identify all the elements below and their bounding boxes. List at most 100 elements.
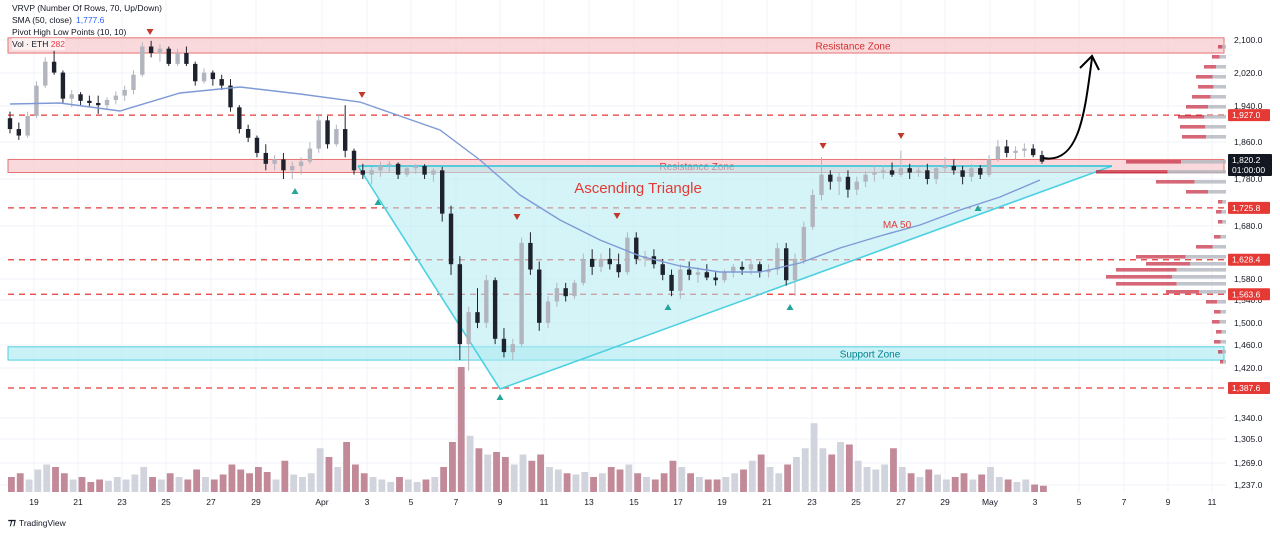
candle-body-97 — [863, 174, 868, 182]
vrvp-row-grey-2 — [1194, 180, 1226, 184]
legend-pivot[interactable]: Pivot High Low Points (10, 10) — [12, 27, 127, 37]
volume-bar-55 — [493, 452, 500, 492]
vrvp-row-grey-1 — [1167, 170, 1226, 174]
volume-bar-23 — [210, 479, 218, 492]
volume-bar-6 — [60, 473, 68, 492]
volume-bar-88 — [784, 464, 792, 492]
vrvp-row-red-0 — [1126, 160, 1181, 164]
vrvp-row-red-5 — [1216, 210, 1222, 214]
legend-vrvp[interactable]: VRVP (Number Of Rows, 70, Up/Down) — [12, 3, 162, 13]
candle-body-21 — [193, 63, 198, 82]
legend-sma[interactable]: SMA (50, close) 1,777.6 — [12, 14, 162, 26]
pivot-low-marker-3 — [664, 304, 672, 310]
volume-bar-48 — [431, 477, 439, 492]
candle-body-70 — [625, 237, 630, 273]
vrvp-row-red-11 — [1116, 268, 1177, 272]
volume-bar-52 — [466, 435, 474, 492]
volume-bar-19 — [175, 477, 183, 492]
price-tick-5: 1,680.0 — [1234, 221, 1263, 231]
vrvp-row-grey-20 — [1222, 350, 1226, 354]
volume-bar-22 — [202, 477, 209, 492]
countdown-tag: 01:00:00 — [1232, 165, 1265, 175]
vrvp-row-red-27 — [1196, 75, 1213, 79]
vrvp-row-grey-0 — [1181, 160, 1226, 164]
candle-body-39 — [351, 150, 357, 171]
candle-body-7 — [69, 94, 74, 99]
price-tick-4: 1,780.0 — [1234, 174, 1263, 184]
pivot-low-marker-4 — [786, 304, 794, 310]
volume-bar-85 — [757, 454, 765, 492]
candle-body-10 — [96, 102, 101, 106]
volume-bar-105 — [934, 474, 941, 492]
volume-bar-64 — [572, 474, 580, 492]
vrvp-row-grey-3 — [1208, 190, 1226, 194]
vrvp-row-grey-6 — [1222, 220, 1226, 224]
candle-body-43 — [387, 163, 392, 166]
time-tick-13: 15 — [629, 497, 639, 507]
time-tick-2: 23 — [117, 497, 127, 507]
volume-bar-12 — [113, 477, 121, 492]
volume-bar-109 — [969, 479, 977, 492]
volume-bar-59 — [528, 460, 536, 492]
candle-body-75 — [669, 274, 674, 291]
volume-bar-99 — [881, 464, 889, 492]
vrvp-row-red-22 — [1192, 95, 1211, 99]
candle-body-90 — [801, 226, 807, 259]
time-tick-8: 5 — [409, 497, 414, 507]
volume-bar-61 — [546, 467, 553, 492]
time-tick-18: 25 — [851, 497, 861, 507]
vrvp-row-grey-12 — [1172, 275, 1226, 279]
vrvp-row-red-30 — [1212, 55, 1220, 59]
price-tick-6: 1,580.0 — [1234, 274, 1263, 284]
volume-bar-29 — [263, 472, 271, 492]
zone-label-2: Support Zone — [840, 349, 901, 360]
candle-body-20 — [184, 53, 189, 64]
candle-body-53 — [475, 312, 480, 323]
tradingview-logo[interactable]: ⁊⁊ TradingView — [8, 517, 66, 528]
candle-body-5 — [51, 61, 57, 73]
volume-bar-0 — [8, 477, 15, 492]
legend-volume[interactable]: Vol · ETH 282 — [12, 38, 65, 50]
candle-body-13 — [122, 89, 127, 96]
volume-bar-26 — [237, 469, 245, 492]
vrvp-row-grey-26 — [1206, 135, 1226, 139]
breakout-arrow-path — [1042, 57, 1093, 160]
candle-body-29 — [263, 152, 268, 164]
candle-body-47 — [422, 165, 427, 175]
candle-body-61 — [545, 301, 551, 323]
candle-body-81 — [722, 272, 727, 281]
volume-bar-100 — [890, 448, 897, 492]
vrvp-row-grey-23 — [1208, 105, 1226, 109]
candle-body-23 — [210, 72, 216, 80]
volume-bar-65 — [581, 472, 589, 492]
candle-body-104 — [925, 170, 930, 179]
volume-bar-60 — [537, 454, 545, 492]
volume-bar-94 — [837, 442, 844, 492]
volume-bar-28 — [254, 467, 262, 492]
vrvp-row-red-6 — [1218, 220, 1223, 224]
vrvp-row-red-1 — [1096, 170, 1168, 174]
candle-body-60 — [537, 269, 542, 323]
volume-bar-63 — [563, 473, 571, 492]
candle-body-113 — [1004, 146, 1009, 153]
vrvp-row-grey-17 — [1219, 320, 1226, 324]
volume-bar-86 — [766, 467, 774, 492]
volume-bar-20 — [184, 479, 192, 492]
time-tick-10: 9 — [498, 497, 503, 507]
candle-body-38 — [342, 129, 348, 151]
volume-bar-25 — [228, 464, 236, 492]
candle-body-65 — [581, 258, 586, 283]
volume-bar-93 — [828, 454, 836, 492]
time-tick-22: 3 — [1033, 497, 1038, 507]
volume-bar-42 — [378, 479, 386, 492]
volume-bar-69 — [616, 469, 624, 492]
volume-bar-13 — [122, 479, 130, 492]
volume-bar-76 — [678, 467, 686, 492]
candle-body-17 — [157, 48, 163, 54]
volume-bar-27 — [246, 473, 253, 492]
pivot-high-marker-2 — [513, 214, 521, 220]
candle-body-11 — [104, 99, 110, 106]
vrvp-row-red-13 — [1116, 282, 1177, 286]
